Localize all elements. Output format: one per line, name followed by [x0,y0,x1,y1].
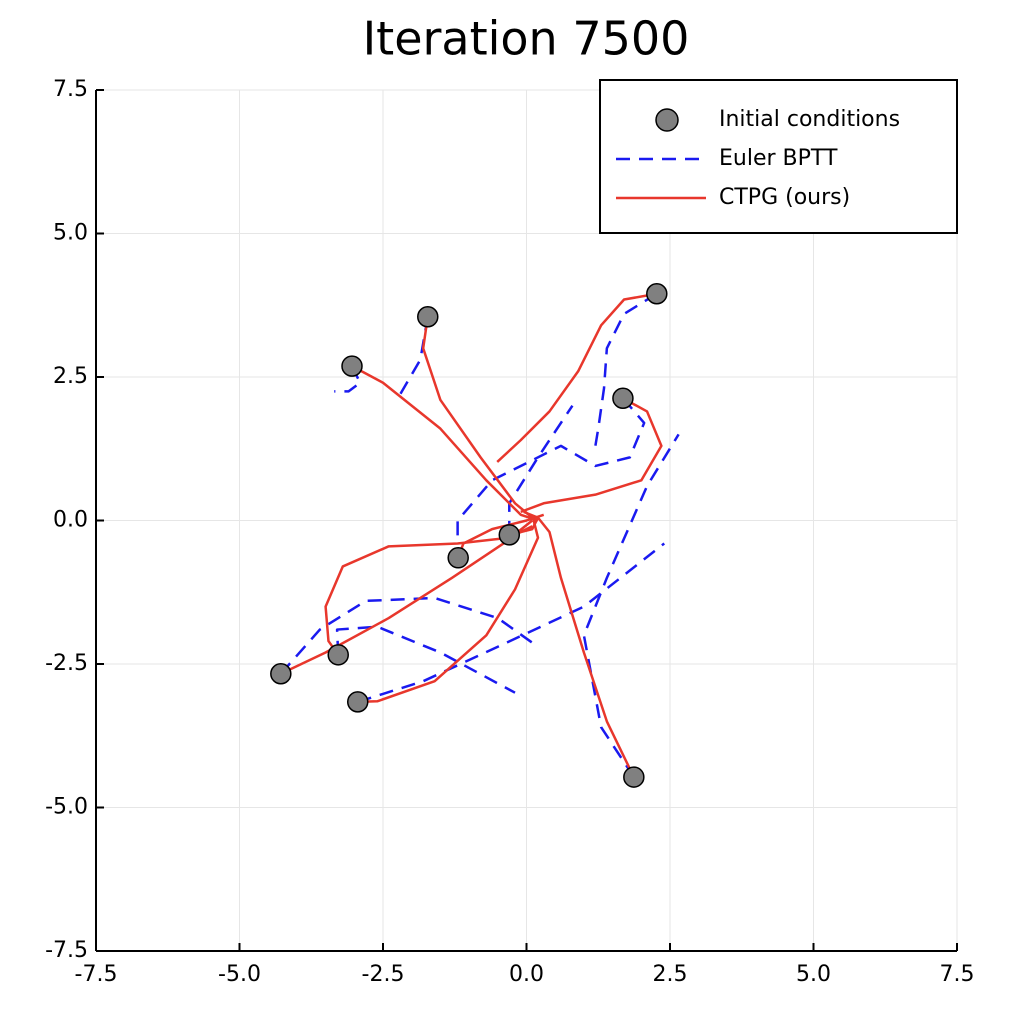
y-tick-label: -7.5 [45,938,88,963]
x-tick-label: -5.0 [218,962,261,987]
trajectory [537,516,635,778]
x-tick-label: 2.5 [653,962,688,987]
initial-point [327,644,349,666]
y-tick-label: -5.0 [45,795,88,820]
initial-point [623,766,645,788]
x-tick-label: -2.5 [362,962,405,987]
trajectory [496,292,658,463]
trajectory [421,316,534,519]
y-tick-label: 5.0 [53,221,88,246]
legend-box [599,79,958,234]
initial-point [498,524,521,546]
x-tick-label: 7.5 [940,962,975,987]
trajectory [594,292,658,447]
trajectory [280,519,534,675]
trajectory [508,405,574,535]
y-tick-label: 7.5 [53,77,88,102]
trajectory [351,364,539,522]
trajectory [520,397,663,514]
initial-point [447,547,469,569]
trajectory [399,316,430,395]
legend-symbol [655,108,679,132]
x-tick-label: 5.0 [796,962,831,987]
initial-point [417,305,439,328]
legend-label: CTPG (ours) [719,185,850,210]
legend-label: Initial conditions [719,107,900,132]
trajectory [456,397,646,544]
initial-point [270,663,292,685]
initial-point [341,355,363,377]
trajectory [357,542,666,704]
y-tick-label: 0.0 [53,508,88,533]
initial-point [346,691,369,713]
y-tick-label: -2.5 [45,651,88,676]
trajectory [582,433,680,778]
x-tick-label: 0.0 [509,962,544,987]
x-tick-label: -7.5 [75,962,118,987]
trajectory [335,625,516,694]
trajectory [279,596,539,675]
initial-point [646,283,668,305]
trajectory [357,514,540,704]
y-tick-label: 2.5 [53,364,88,389]
initial-point [612,387,634,409]
legend-label: Euler BPTT [719,146,838,171]
chart-title: Iteration 7500 [363,12,690,66]
